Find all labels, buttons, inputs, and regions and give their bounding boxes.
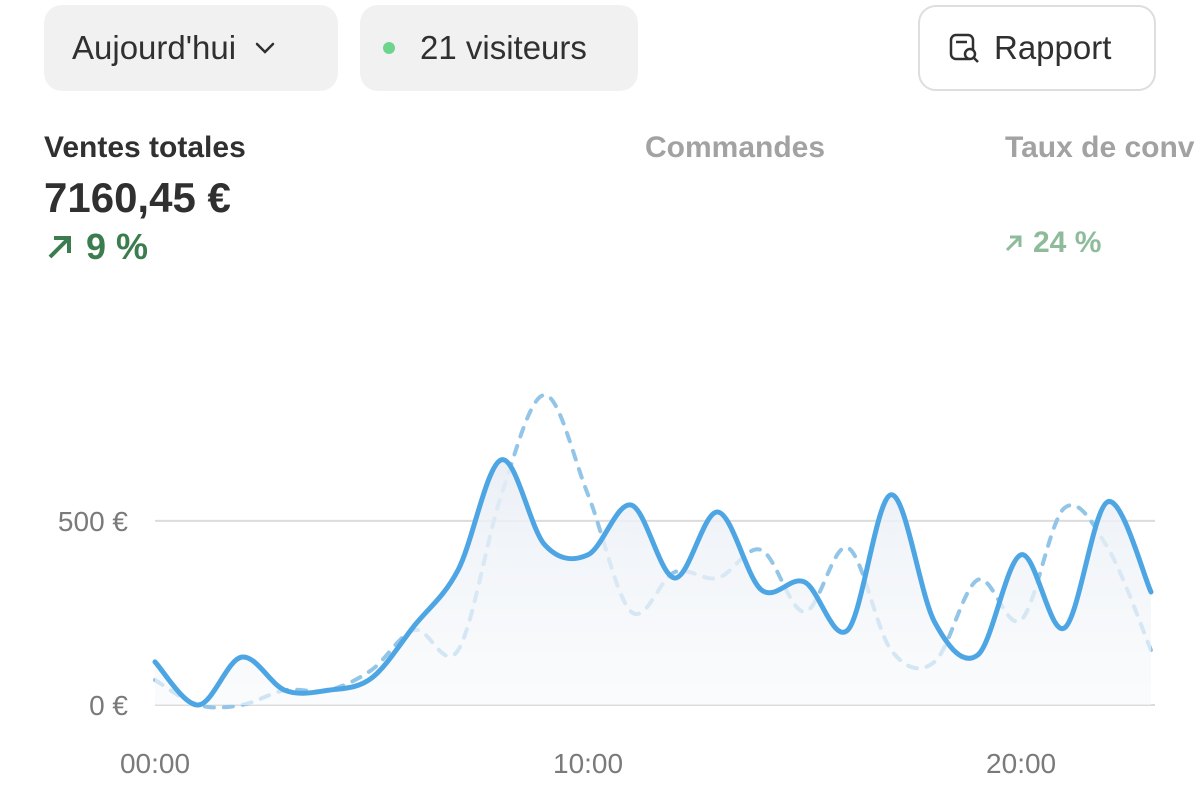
date-filter-label: Aujourd'hui [72,29,237,66]
date-filter-button[interactable]: Aujourd'hui [44,5,338,91]
metric-change: 24 % [1003,226,1101,260]
live-dot [383,42,395,54]
report-button[interactable]: Rapport [918,5,1156,91]
x-tick-label: 20:00 [986,748,1056,779]
chevron-icon [255,42,275,54]
area [155,459,1151,706]
x-tick-label: 00:00 [120,748,190,779]
visitors-label: 21 visiteurs [420,29,587,66]
report-icon [949,33,979,63]
y-tick-label: 0 € [89,690,128,721]
visitors-button[interactable]: 21 visiteurs [360,5,638,91]
metric-label: Ventes totales [44,131,246,164]
metric-change: 9 % [44,226,148,268]
metric-label: Commandes [645,131,826,164]
report-label: Rapport [994,29,1112,66]
metric-value: 7160,45 € [44,174,231,221]
arrow-up-icon [48,236,71,259]
line [152,457,1154,708]
metric-label: Taux de conv [1005,131,1195,164]
y-tick-label: 500 € [58,506,128,537]
metric-change-text: 24 % [1033,226,1102,259]
x-tick-label: 10:00 [553,748,623,779]
arrow-up-icon [1005,235,1022,252]
metric-change-text: 9 % [86,226,149,267]
